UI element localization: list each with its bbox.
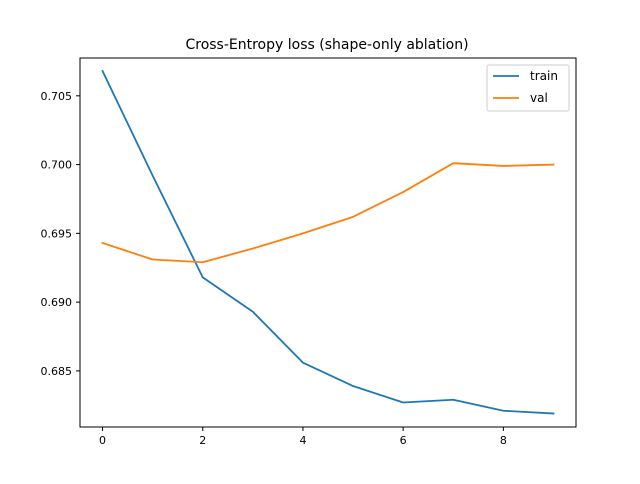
series-line-val: [101, 162, 555, 264]
chart-title: Cross-Entropy loss (shape-only ablation): [185, 37, 468, 53]
x-tick-label: 4: [299, 434, 306, 447]
x-tick-label: 8: [500, 434, 507, 447]
legend: train val: [486, 64, 570, 112]
y-tick-label: 0.700: [41, 159, 73, 172]
y-tick-label: 0.695: [41, 227, 73, 240]
x-tick-label: 2: [199, 434, 206, 447]
axes-frame: [79, 57, 577, 428]
y-tick-label: 0.685: [41, 365, 73, 378]
x-tick-label: 6: [400, 434, 407, 447]
y-tick-label: 0.690: [41, 296, 73, 309]
x-tick-label: 0: [99, 434, 106, 447]
plot-layer: [101, 69, 555, 415]
axes-layer: 0 2 4 6 8 0.685 0.690 0.695 0.700 0.705: [41, 57, 577, 447]
legend-label-train: train: [530, 69, 558, 83]
series-line-train: [101, 69, 555, 415]
legend-label-val: val: [530, 91, 548, 105]
y-tick-label: 0.705: [41, 90, 73, 103]
